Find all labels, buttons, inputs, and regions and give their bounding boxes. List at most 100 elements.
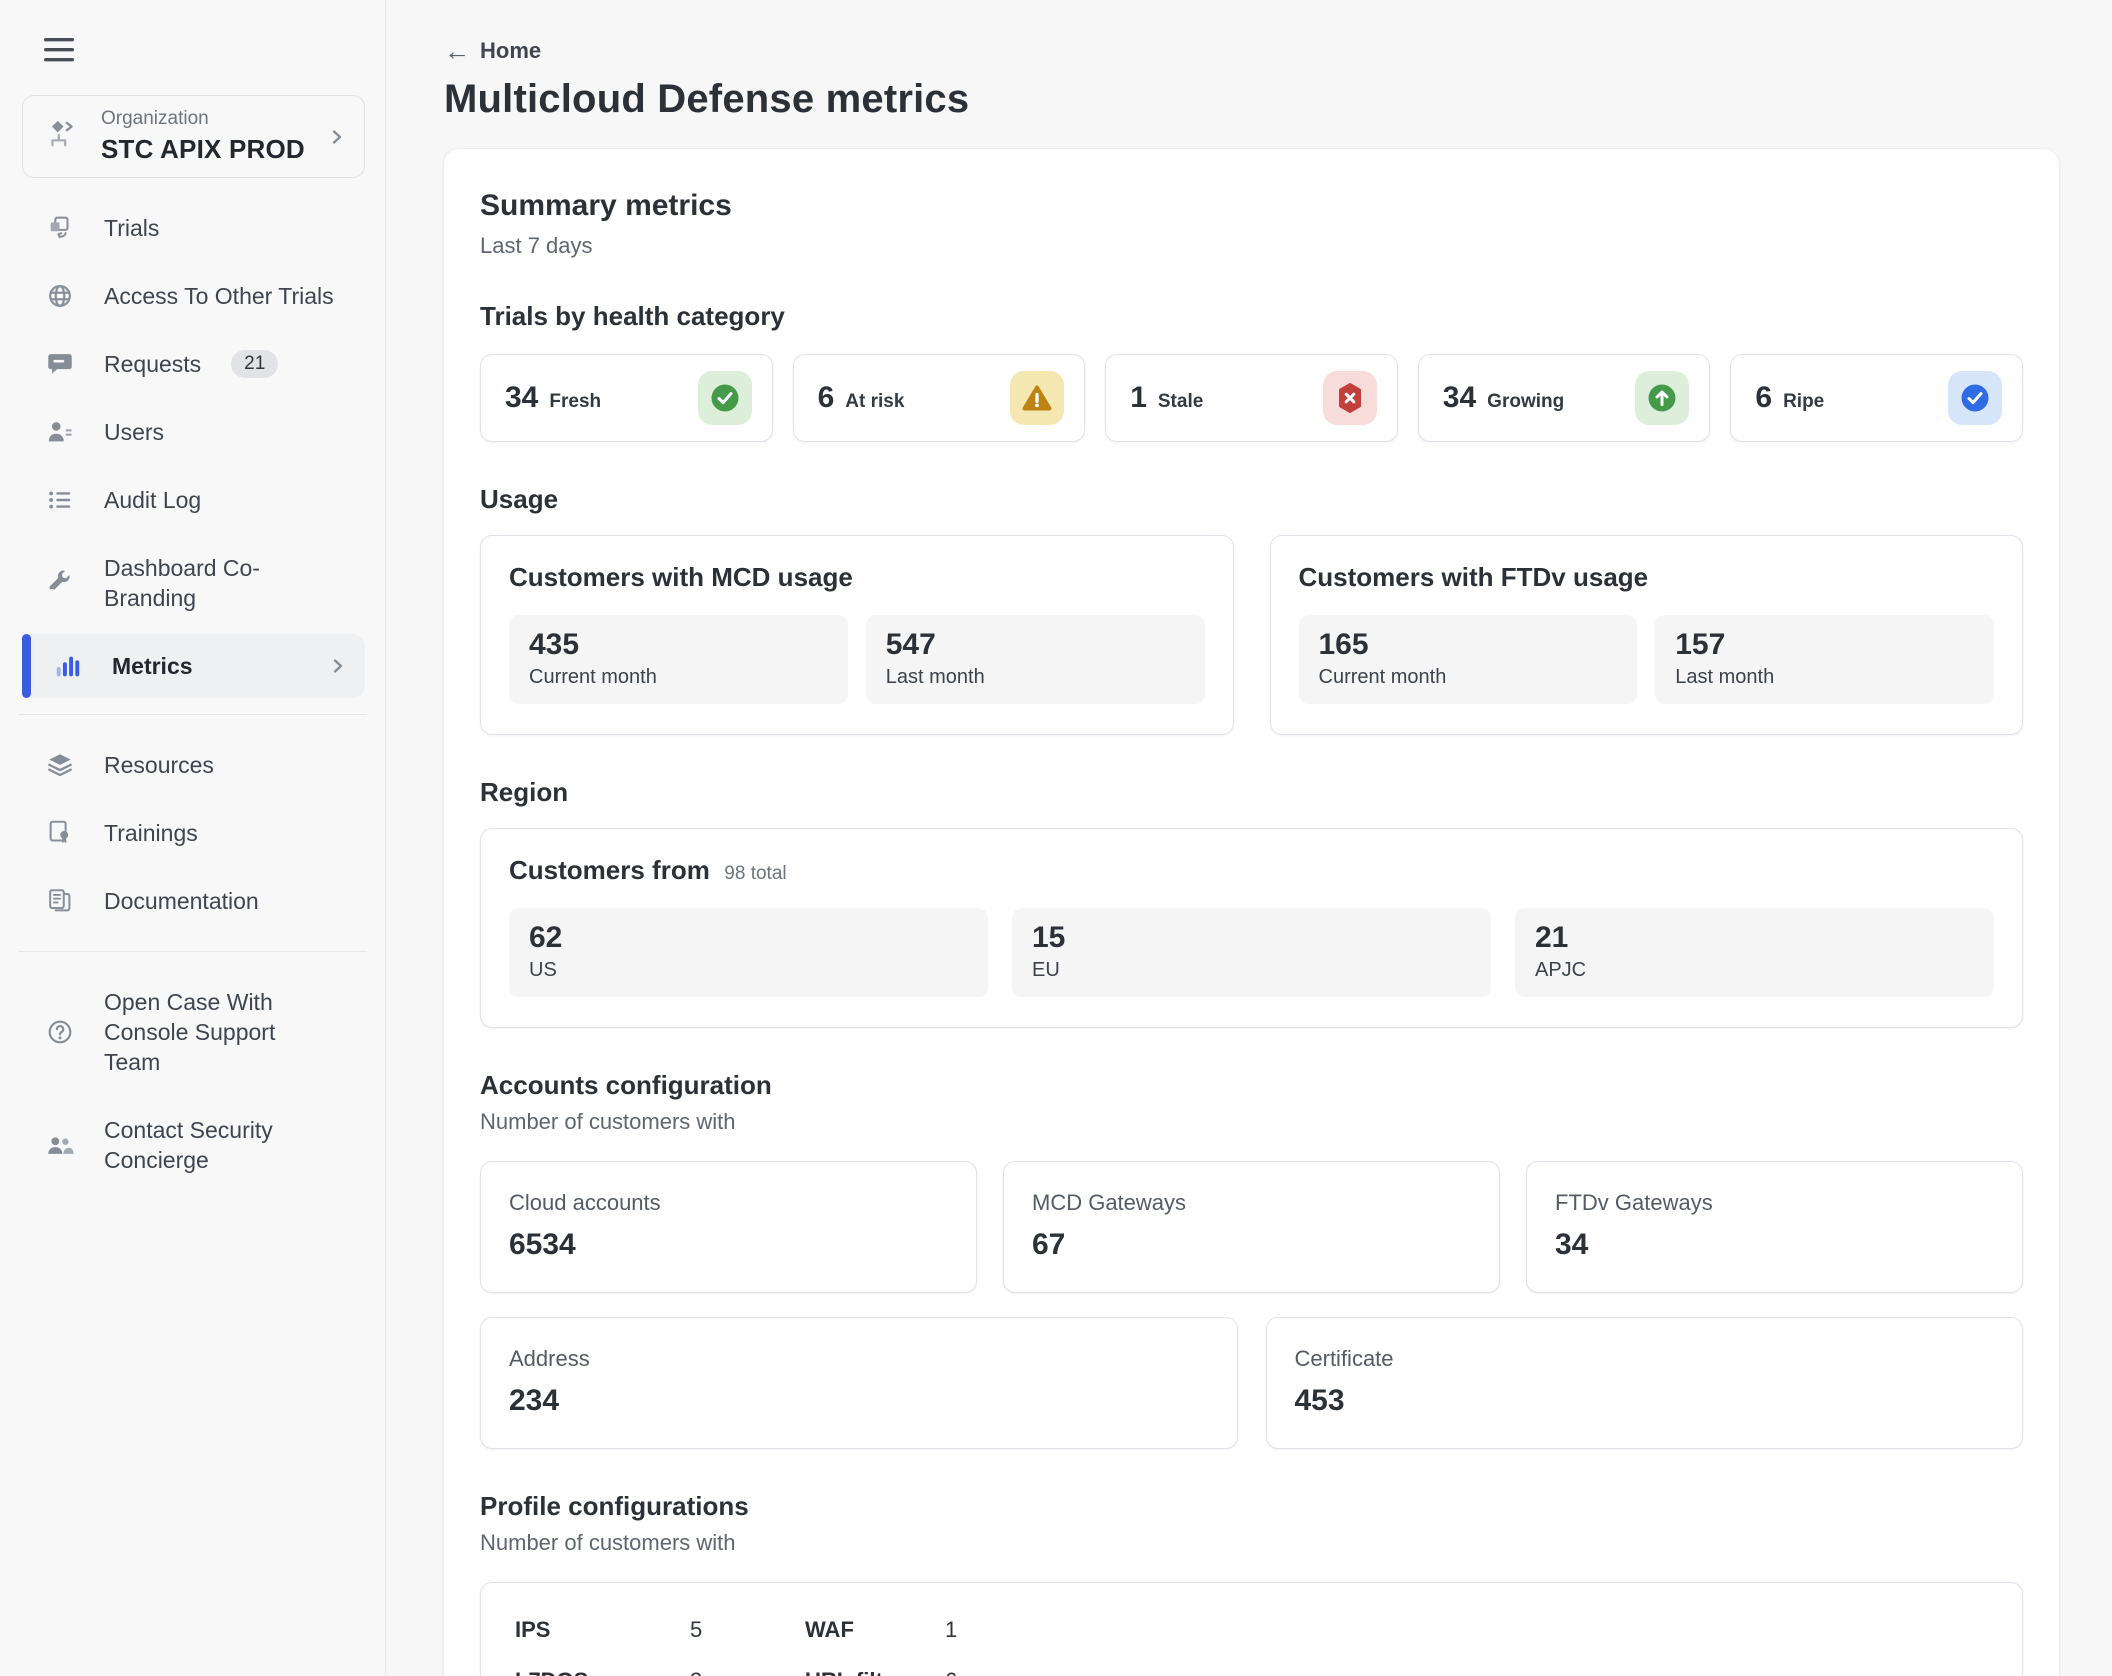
sidebar-item-label: Resources <box>104 752 214 778</box>
page-header: ← Home Multicloud Defense metrics <box>386 0 2112 122</box>
page-title: Multicloud Defense metrics <box>444 77 970 121</box>
ftdv-usage-card: Customers with FTDv usage 165 Current mo… <box>1269 535 2023 735</box>
cloud-accounts-label: Cloud accounts <box>509 1190 661 1215</box>
certificate-icon <box>44 818 76 848</box>
customers-from-title: Customers from <box>509 855 710 885</box>
sidebar-item-metrics-active[interactable]: Metrics <box>22 634 365 698</box>
active-accent-bar <box>22 634 31 698</box>
sidebar-item-trainings[interactable]: Trainings <box>0 799 385 867</box>
mcd-last-month-label: Last month <box>885 666 985 688</box>
stat-box: 435 Current month <box>509 615 848 704</box>
sidebar-item-users[interactable]: Users <box>0 398 385 466</box>
customers-total: 98 total <box>724 863 787 884</box>
stat-box: 21 APJC <box>1515 908 1994 997</box>
us-label: US <box>529 959 557 981</box>
waf-label: WAF <box>805 1617 854 1642</box>
ripe-count: 6 <box>1755 381 1773 414</box>
chevron-right-icon <box>328 125 346 149</box>
organization-selector[interactable]: Organization STC APIX PROD <box>22 95 365 178</box>
mcd-current-month-value: 435 <box>529 628 580 661</box>
chat-icon <box>44 349 76 379</box>
sidebar-item-requests[interactable]: Requests 21 <box>0 330 385 398</box>
ips-label: IPS <box>515 1617 551 1642</box>
sidebar-item-label: Requests <box>104 351 202 377</box>
eu-value: 15 <box>1032 921 1066 954</box>
breadcrumb-home[interactable]: ← Home <box>444 38 541 64</box>
mcd-gateways-value: 67 <box>1032 1228 1066 1261</box>
ftdv-gateways-label: FTDv Gateways <box>1555 1190 1713 1215</box>
hamburger-menu-icon[interactable] <box>44 38 76 67</box>
health-section-title: Trials by health category <box>480 301 785 331</box>
sidebar-item-label: Metrics <box>112 653 193 679</box>
accounts-row-1: Cloud accounts 6534 MCD Gateways 67 FTDv… <box>480 1161 2023 1293</box>
health-cards-row: 34 Fresh 6 At risk <box>480 354 2023 442</box>
ftdv-current-month-value: 165 <box>1318 628 1369 661</box>
organization-icon <box>45 117 79 156</box>
address-card: Address 234 <box>480 1317 1238 1449</box>
sidebar-item-audit-log[interactable]: Audit Log <box>0 466 385 534</box>
sidebar-item-documentation[interactable]: Documentation <box>0 867 385 935</box>
region-section-title: Region <box>480 777 569 807</box>
profile-configurations-card: IPS 5 WAF 1 L7DOS 3 URL filter 6 Malicio… <box>480 1582 2023 1676</box>
ftdv-gateways-card: FTDv Gateways 34 <box>1526 1161 2023 1293</box>
growing-count: 34 <box>1442 381 1477 414</box>
region-card: Customers from 98 total 62 US 15 EU 21 A… <box>480 828 2023 1028</box>
list-icon <box>44 485 76 515</box>
eu-label: EU <box>1032 959 1060 981</box>
back-arrow-icon: ← <box>444 36 470 66</box>
cloud-accounts-value: 6534 <box>509 1228 576 1261</box>
sidebar-item-label: Contact Security Concierge <box>104 1117 273 1173</box>
sidebar-item-trials[interactable]: Trials <box>0 194 385 262</box>
fresh-count: 34 <box>505 381 539 414</box>
fresh-label: Fresh <box>549 391 602 412</box>
mcd-usage-card: Customers with MCD usage 435 Current mon… <box>480 535 1234 735</box>
sidebar-item-dashboard-co-branding[interactable]: Dashboard Co-Branding <box>0 534 385 632</box>
stale-label: Stale <box>1157 391 1204 412</box>
mcd-gateways-label: MCD Gateways <box>1032 1190 1187 1215</box>
check-circle-green-icon <box>697 371 752 425</box>
sidebar-item-access-to-other-trials[interactable]: Access To Other Trials <box>0 262 385 330</box>
sidebar-item-resources[interactable]: Resources <box>0 731 385 799</box>
sidebar-divider <box>18 714 367 715</box>
apjc-label: APJC <box>1535 959 1587 981</box>
health-card-growing: 34 Growing <box>1417 354 1711 442</box>
chevron-right-icon <box>329 654 347 678</box>
sidebar: Organization STC APIX PROD Trials Access… <box>0 0 386 1676</box>
stat-box: 165 Current month <box>1298 615 1638 704</box>
requests-count-badge: 21 <box>231 350 279 378</box>
help-icon <box>44 1017 76 1047</box>
ftdv-gateways-value: 34 <box>1555 1228 1589 1261</box>
stat-box: 62 US <box>509 908 988 997</box>
arrow-up-circle-icon <box>1635 371 1690 425</box>
health-card-at-risk: 6 At risk <box>792 354 1086 442</box>
address-label: Address <box>509 1346 590 1371</box>
bar-chart-icon <box>52 651 84 681</box>
summary-title: Summary metrics <box>480 189 732 222</box>
sidebar-item-open-case[interactable]: Open Case With Console Support Team <box>0 968 385 1096</box>
trials-icon <box>44 213 76 243</box>
summary-subtitle: Last 7 days <box>480 233 593 258</box>
l7dos-label: L7DOS <box>515 1668 690 1676</box>
document-icon <box>44 886 76 916</box>
summary-metrics-panel: Summary metrics Last 7 days Trials by he… <box>443 148 2060 1676</box>
usage-section-title: Usage <box>480 484 559 514</box>
url-filter-value: 6 <box>945 1668 1988 1676</box>
sidebar-item-label: Open Case With Console Support Team <box>104 989 276 1075</box>
sidebar-item-label: Users <box>104 419 165 445</box>
health-card-fresh: 34 Fresh <box>480 354 773 442</box>
wrench-icon <box>44 568 76 598</box>
stat-box: 15 EU <box>1012 908 1491 997</box>
mcd-last-month-value: 547 <box>885 628 936 661</box>
layers-icon <box>44 750 76 780</box>
organization-name: STC APIX PROD <box>101 134 305 164</box>
cloud-accounts-card: Cloud accounts 6534 <box>480 1161 977 1293</box>
organization-label: Organization <box>101 108 209 129</box>
ftdv-usage-title: Customers with FTDv usage <box>1298 562 1649 592</box>
sidebar-item-label: Dashboard Co-Branding <box>104 555 260 611</box>
mcd-usage-title: Customers with MCD usage <box>509 562 853 592</box>
usage-cards-row: Customers with MCD usage 435 Current mon… <box>480 535 2023 735</box>
waf-value: 1 <box>945 1617 958 1642</box>
mcd-gateways-card: MCD Gateways 67 <box>1003 1161 1500 1293</box>
sidebar-item-contact-security-concierge[interactable]: Contact Security Concierge <box>0 1096 385 1194</box>
profile-table: IPS 5 WAF 1 L7DOS 3 URL filter 6 Malicio… <box>515 1617 1988 1676</box>
